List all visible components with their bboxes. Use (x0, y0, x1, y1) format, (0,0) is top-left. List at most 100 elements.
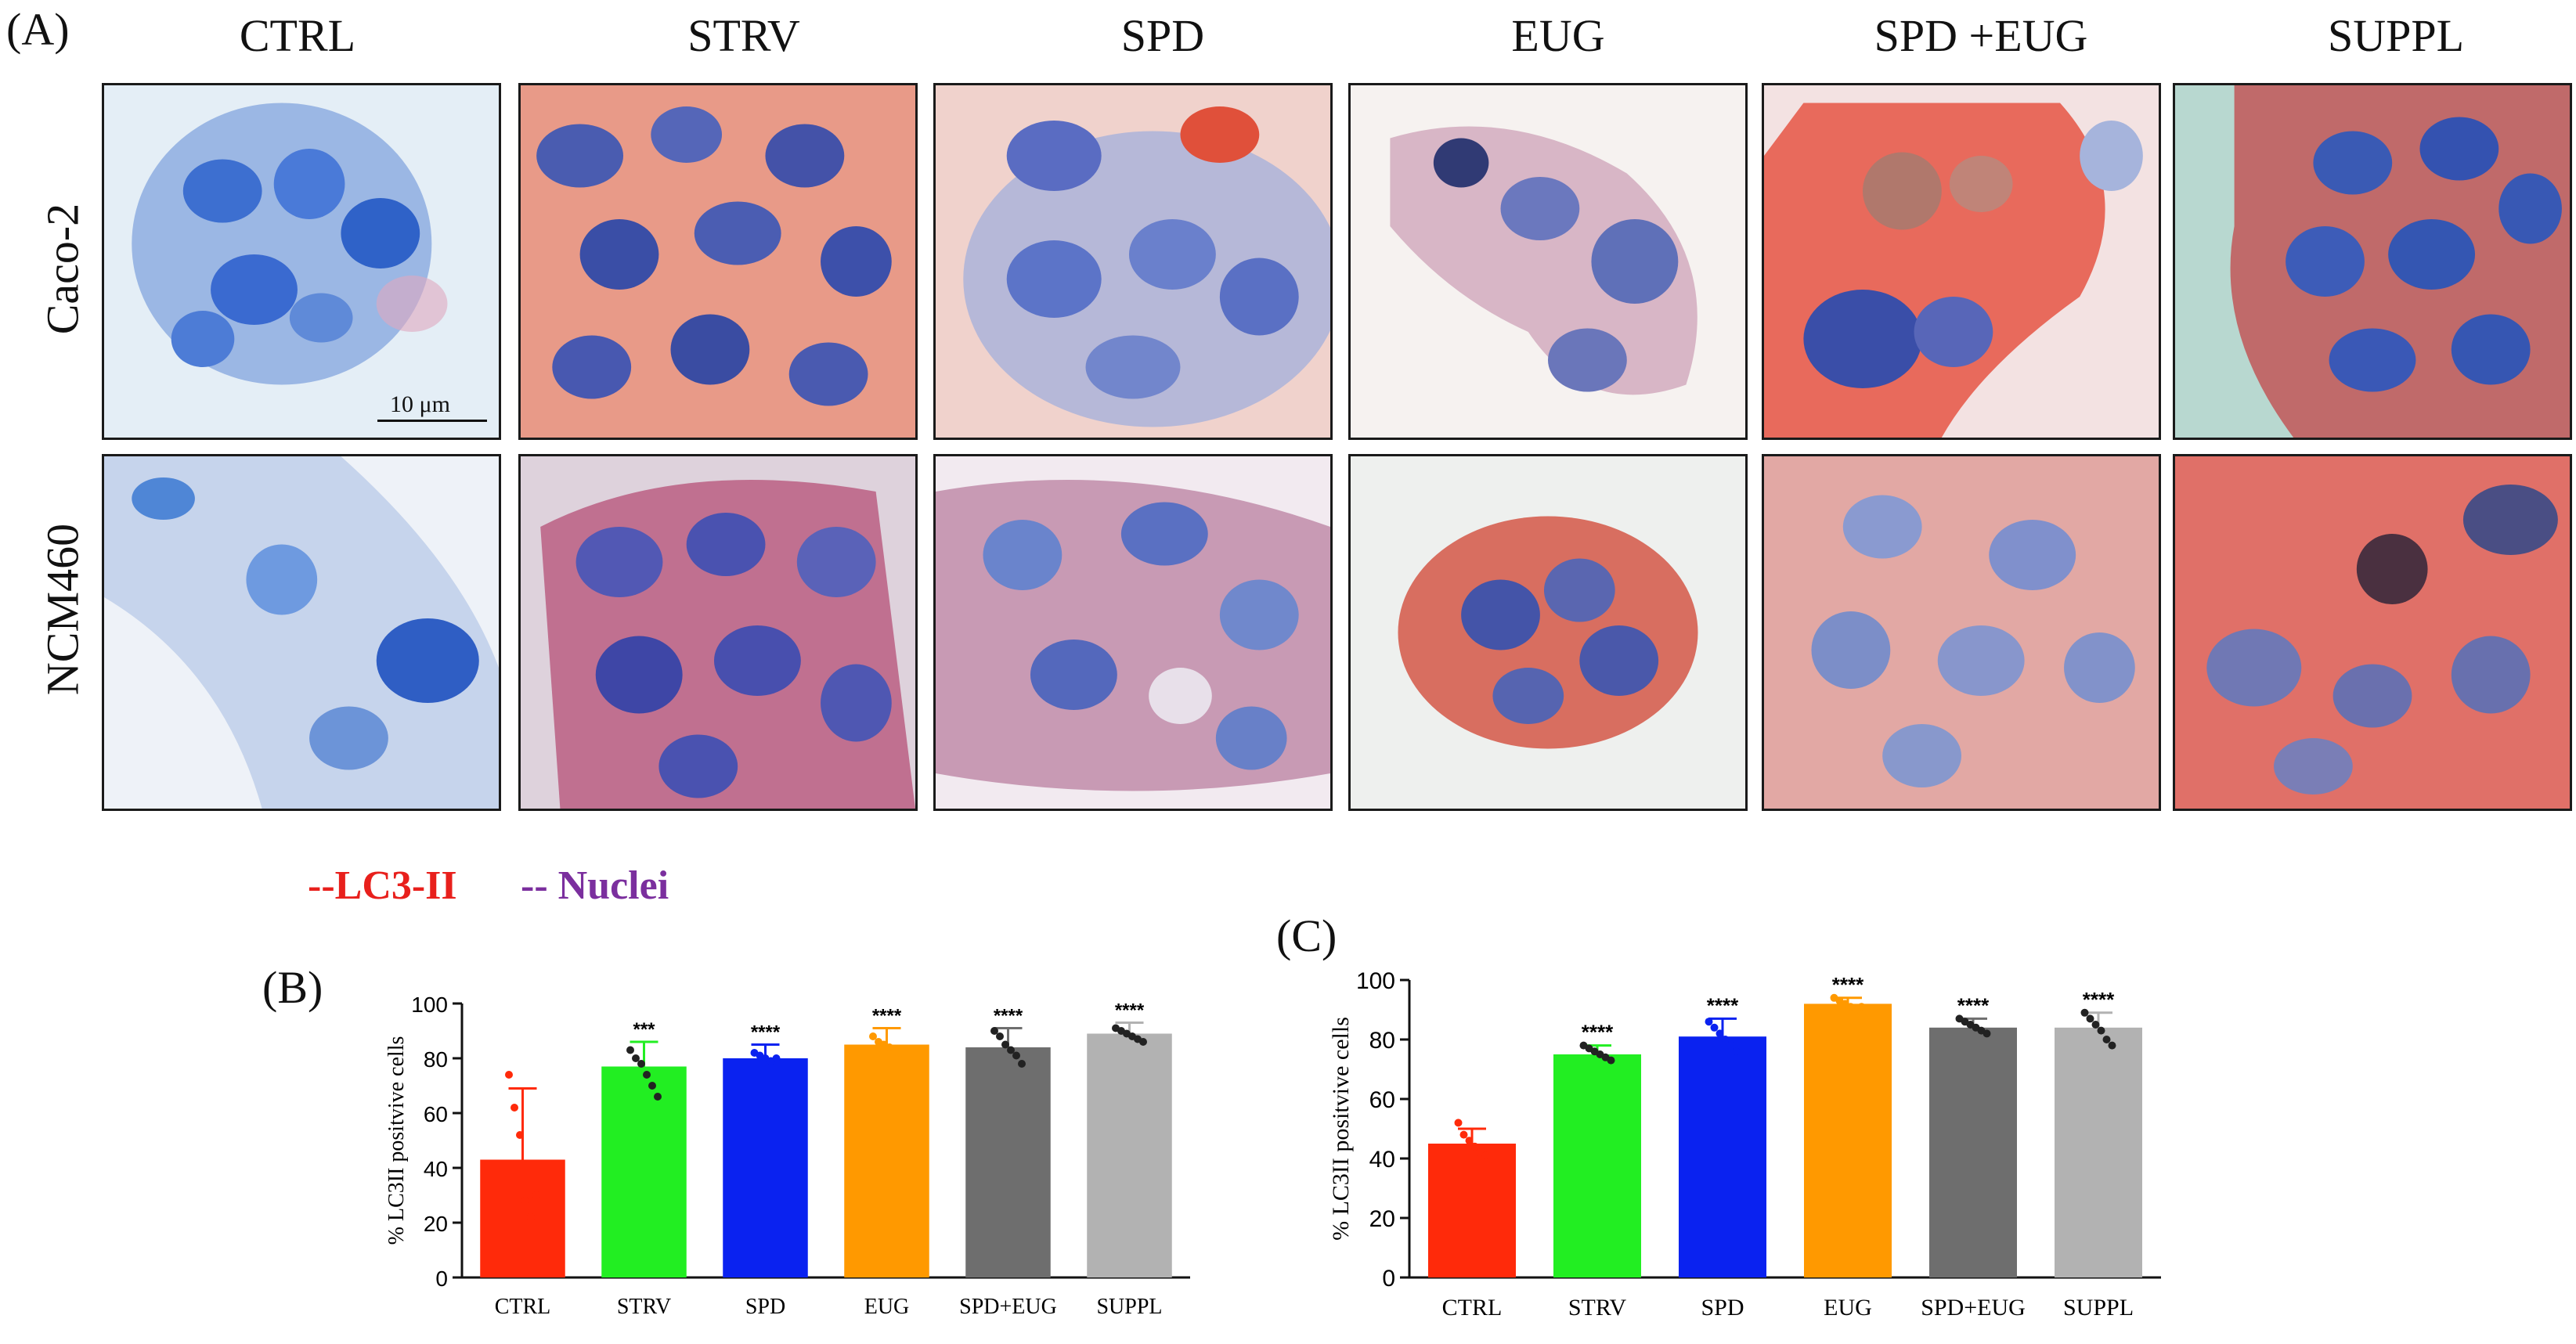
scale-bar (377, 420, 487, 422)
y-tick-label: 100 (1356, 968, 1395, 994)
micrograph-caco2-spd (933, 83, 1333, 440)
data-point (1726, 1041, 1735, 1050)
data-point (1705, 1018, 1713, 1026)
micrograph-ncm460-spd (933, 454, 1333, 811)
data-point (637, 1060, 645, 1068)
scale-bar-label: 10 μm (390, 391, 450, 417)
y-axis-label: % LC3II positvive cells (384, 1036, 409, 1245)
data-point (1983, 1029, 1991, 1038)
panel-label-c: (C) (1276, 910, 1337, 961)
data-point (626, 1046, 634, 1054)
data-point (648, 1082, 656, 1090)
col-header-ctrl: CTRL (239, 10, 356, 61)
y-tick-label: 100 (411, 993, 448, 1017)
data-point (527, 1213, 535, 1221)
data-point (1470, 1142, 1479, 1151)
micrograph-ncm460-spd-eug (1762, 454, 2161, 811)
data-point (996, 1032, 1004, 1040)
col-header-suppl: SUPPL (2327, 10, 2465, 61)
data-point (511, 1104, 518, 1112)
micrograph-caco2-suppl (2173, 83, 2572, 440)
y-tick-label: 40 (1369, 1147, 1395, 1173)
row-label-ncm460: NCM460 (37, 523, 88, 696)
data-point (869, 1032, 877, 1040)
data-point (1721, 1036, 1730, 1043)
col-header-spd-eug: SPD +EUG (1874, 10, 2088, 61)
y-tick-label: 80 (424, 1047, 448, 1072)
x-tick-label: CTRL (1442, 1295, 1503, 1321)
data-point (1459, 1130, 1468, 1139)
bar-suppl (1087, 1033, 1172, 1277)
significance-label: *** (633, 1019, 655, 1040)
bar-eug (844, 1044, 929, 1277)
col-header-eug: EUG (1511, 10, 1605, 61)
micrograph-ncm460-ctrl (102, 454, 501, 811)
data-point (1732, 1047, 1741, 1056)
col-header-strv: STRV (687, 10, 800, 61)
bar-spd (723, 1058, 808, 1277)
data-point (521, 1197, 529, 1205)
y-tick-label: 0 (1382, 1266, 1395, 1292)
micrograph-caco2-strv (518, 83, 918, 440)
significance-label: **** (751, 1022, 781, 1043)
x-tick-label: STRV (617, 1295, 671, 1319)
data-point (1018, 1060, 1026, 1068)
chart-c: 0 20 40 60 80 100% LC3II positvive cells CTRL *… (1328, 968, 2161, 1321)
data-point (532, 1191, 540, 1199)
data-point (1454, 1119, 1463, 1127)
data-point (632, 1054, 640, 1062)
x-tick-label: SUPPL (1096, 1295, 1162, 1319)
significance-label: **** (1582, 1021, 1614, 1044)
micrograph-ncm460-eug (1348, 454, 1748, 811)
data-point (1607, 1056, 1615, 1065)
data-point (1481, 1151, 1490, 1160)
significance-label: **** (872, 1006, 902, 1027)
x-tick-label: EUG (1824, 1295, 1872, 1321)
significance-label: **** (1707, 993, 1739, 1017)
data-point (2097, 1026, 2105, 1035)
y-tick-label: 60 (1369, 1087, 1395, 1113)
x-tick-label: EUG (864, 1295, 910, 1319)
data-point (897, 1049, 904, 1057)
data-point (2108, 1041, 2116, 1050)
y-tick-label: 80 (1369, 1028, 1395, 1054)
x-tick-label: SPD (745, 1295, 785, 1319)
col-header-spd: SPD (1120, 10, 1205, 61)
bar-ctrl (1428, 1144, 1516, 1277)
y-tick-label: 0 (435, 1267, 448, 1291)
row-label-caco2: Caco-2 (37, 203, 88, 335)
data-point (1465, 1137, 1474, 1145)
micrograph-caco2-ctrl (102, 83, 501, 440)
data-point (2086, 1014, 2094, 1023)
micrograph-ncm460-suppl (2173, 454, 2572, 811)
y-tick-label: 20 (424, 1212, 448, 1236)
data-point (772, 1054, 781, 1062)
data-point (1007, 1046, 1015, 1054)
bar-strv (1553, 1054, 1641, 1277)
significance-label: **** (1115, 1000, 1145, 1022)
significance-label: **** (994, 1006, 1023, 1027)
legend-nuclei: -- Nuclei (521, 863, 669, 908)
micrograph-ncm460-strv (518, 454, 918, 811)
x-tick-label: SPD+EUG (959, 1295, 1057, 1319)
data-point (1139, 1038, 1147, 1046)
significance-label: **** (2083, 988, 2115, 1011)
y-tick-label: 20 (1369, 1206, 1395, 1232)
micrograph-caco2-eug (1348, 83, 1748, 440)
data-point (2080, 1008, 2089, 1017)
data-point (1710, 1023, 1719, 1032)
x-tick-label: SPD (1701, 1295, 1744, 1321)
bar-spd (1679, 1036, 1766, 1277)
data-point (1857, 1003, 1866, 1011)
chart-b: 0 20 40 60 80 100% LC3II positvive cells CTRL *… (384, 993, 1190, 1319)
significance-label: **** (1957, 993, 1990, 1017)
data-point (1716, 1029, 1724, 1038)
data-point (2102, 1036, 2111, 1043)
panel-label-a: (A) (6, 4, 70, 55)
bar-spd-eug (1929, 1027, 2017, 1277)
data-point (654, 1093, 662, 1101)
y-tick-label: 40 (424, 1157, 448, 1181)
x-tick-label: CTRL (495, 1295, 551, 1319)
y-axis-label: % LC3II positvive cells (1328, 1017, 1354, 1241)
legend-lc3: --LC3-II (308, 863, 457, 908)
